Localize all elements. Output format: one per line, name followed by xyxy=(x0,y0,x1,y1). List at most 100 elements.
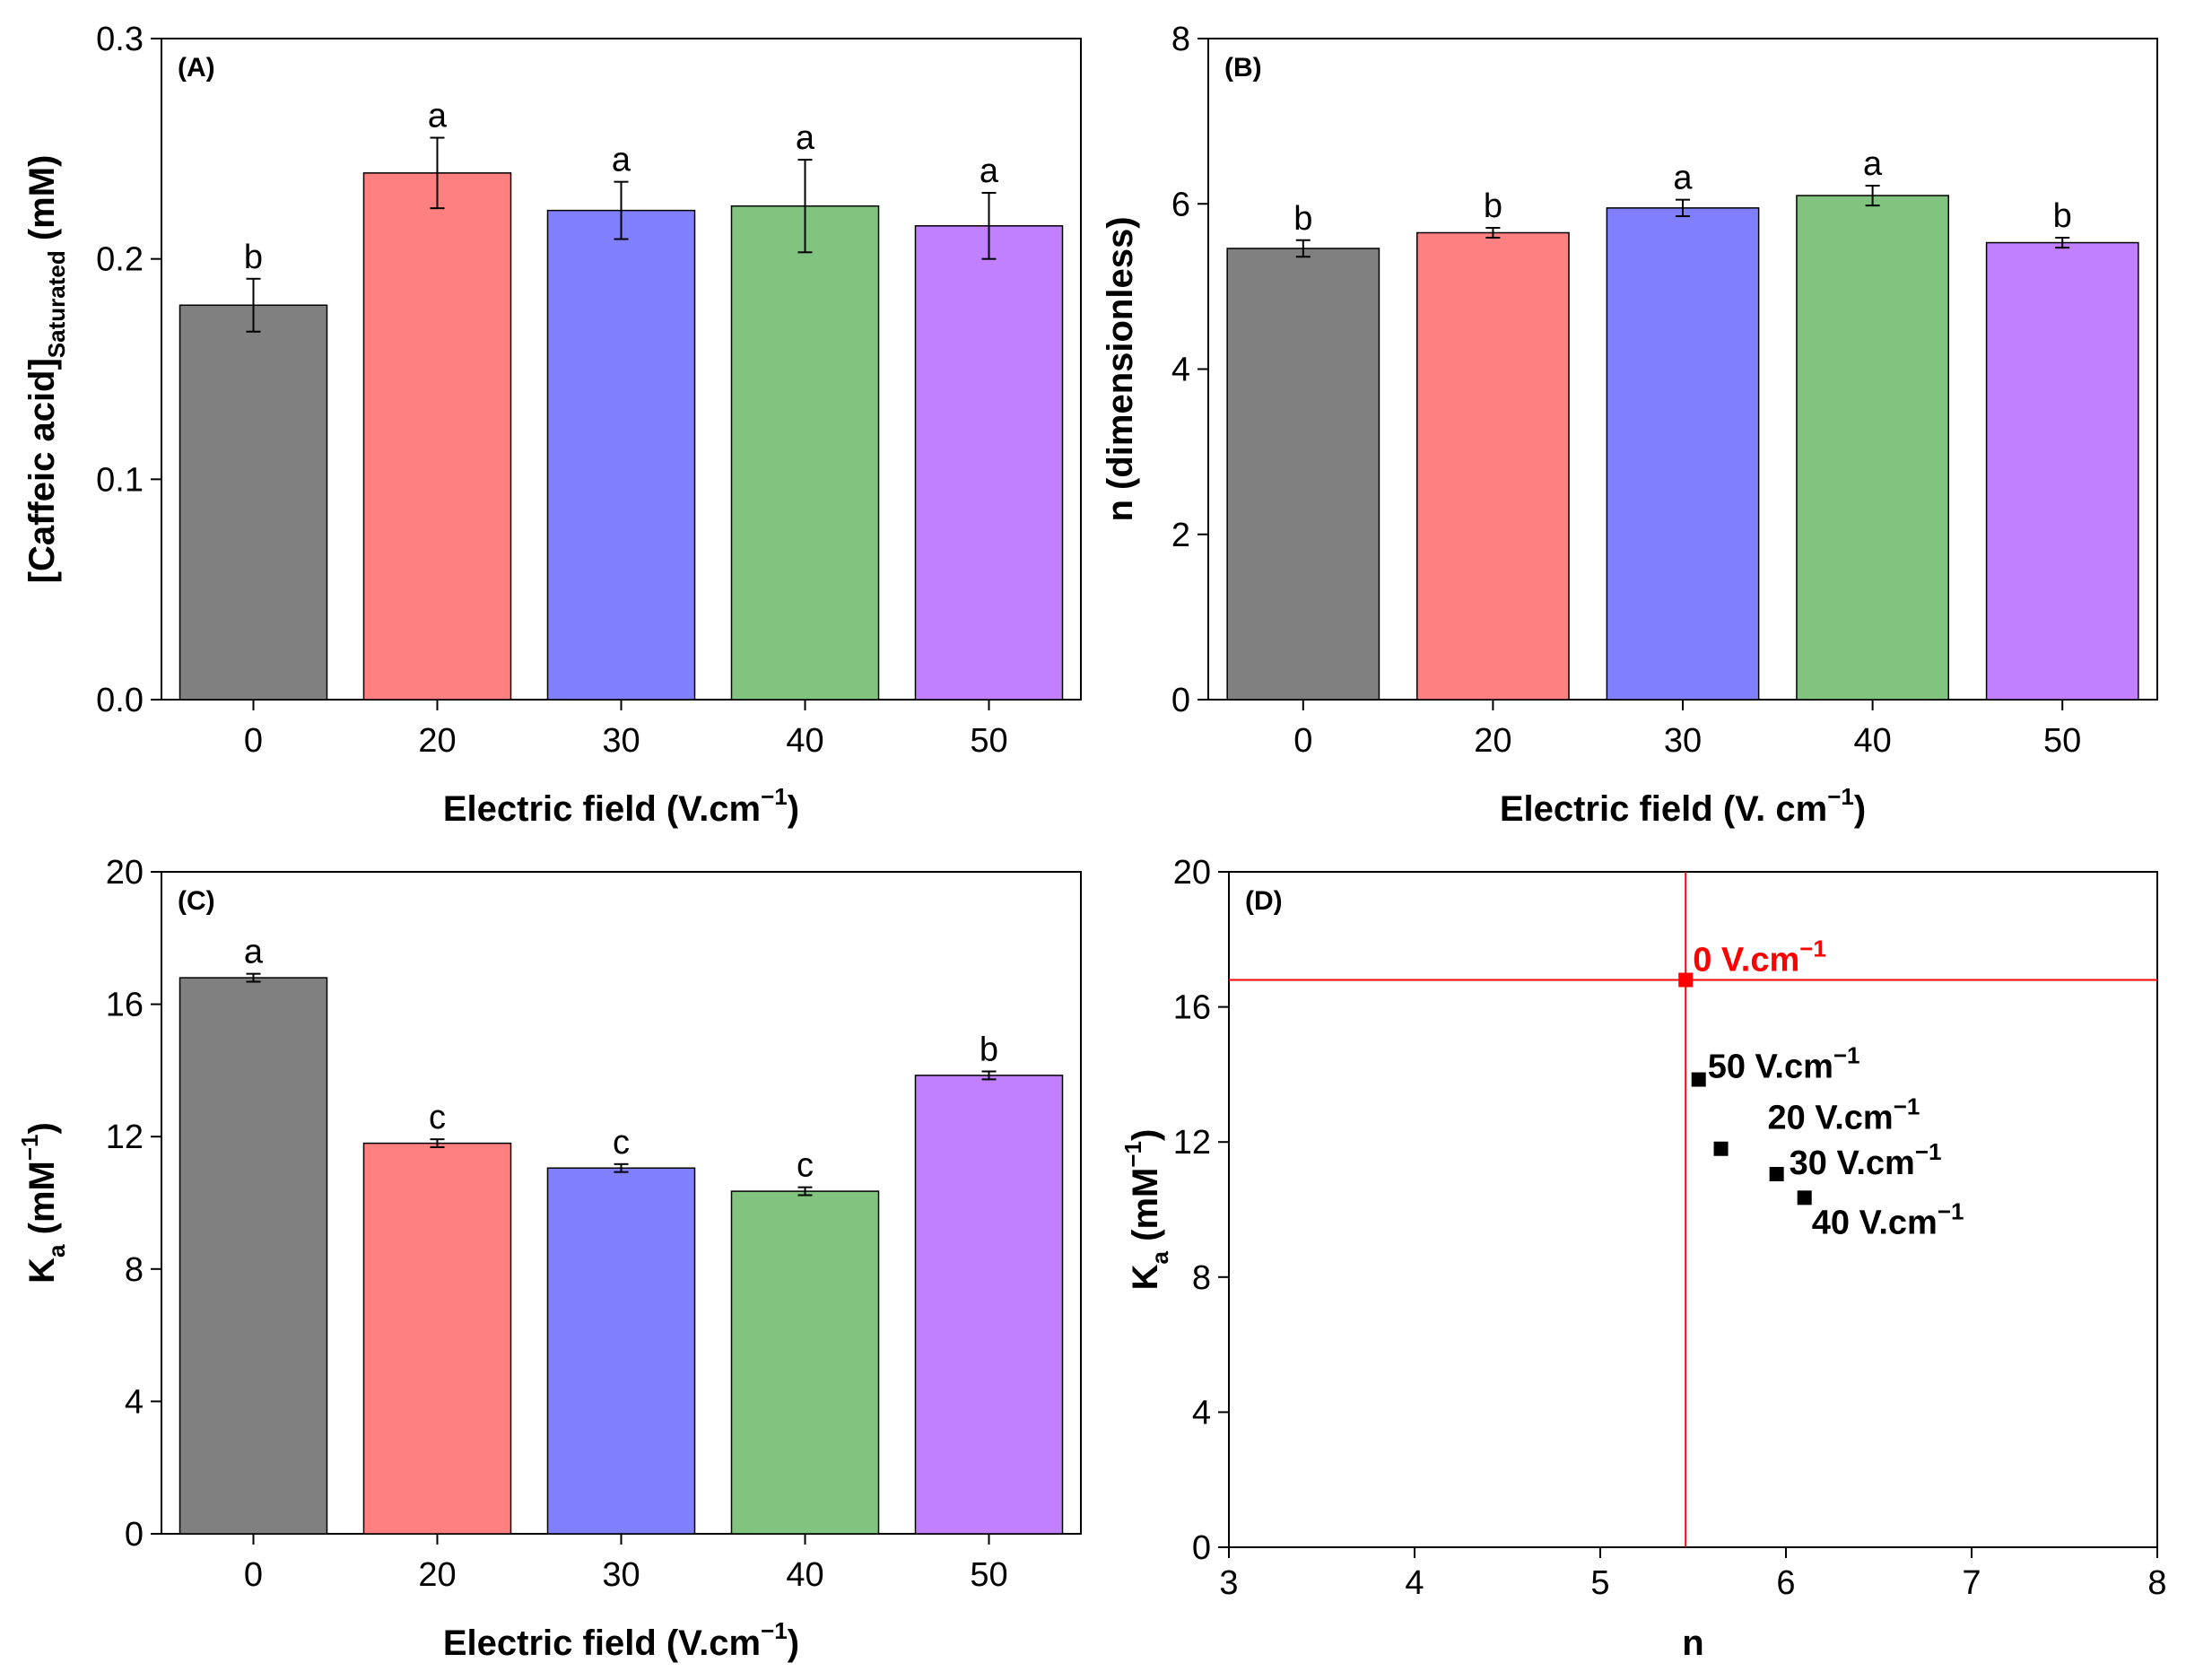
panel-b: (B) 0 2 4 6 8 b 0 b 20 a 30 a 40 b 50 Electric field (V.… xyxy=(1101,21,2158,829)
x-tick-label: 20 xyxy=(418,1556,456,1594)
y-tick-label: 12 xyxy=(106,1119,144,1156)
y-tick-label: 4 xyxy=(1171,352,1190,389)
significance-label: c xyxy=(613,1124,630,1162)
significance-label: a xyxy=(980,152,999,190)
x-tick-label: 3 xyxy=(1219,1564,1238,1602)
x-tick-label: 40 xyxy=(786,722,823,760)
bar-40 xyxy=(730,1190,880,1535)
y-tick-label: 16 xyxy=(106,987,144,1024)
y-tick-label: 4 xyxy=(125,1383,144,1421)
significance-label: a xyxy=(244,934,264,971)
x-tick-label: 30 xyxy=(1664,722,1702,760)
bar-0 xyxy=(1226,248,1380,701)
y-tick-label: 20 xyxy=(106,854,144,892)
y-axis-title: Ka (mM−1) xyxy=(1119,1129,1173,1291)
bar-30 xyxy=(546,1167,696,1535)
y-tick-label: 0 xyxy=(1171,682,1190,719)
significance-label: b xyxy=(244,239,263,276)
bar-40 xyxy=(730,205,880,701)
y-tick-label: 8 xyxy=(125,1251,144,1289)
bar-20 xyxy=(362,1142,512,1535)
x-tick-label: 0 xyxy=(244,722,263,760)
significance-label: b xyxy=(1293,200,1312,238)
panel-label: (B) xyxy=(1224,53,1262,83)
y-tick-label: 0.2 xyxy=(96,241,144,279)
bar-40 xyxy=(1796,195,1949,701)
bar-0 xyxy=(179,977,328,1535)
x-tick-label: 0 xyxy=(1293,722,1312,760)
x-tick-label: 0 xyxy=(244,1556,263,1594)
significance-label: c xyxy=(429,1099,446,1136)
x-tick-label: 40 xyxy=(1853,722,1891,760)
panel-c: (C) 0 4 8 12 16 20 a 0 c 20 c 30 c 40 b 50 Electric field… xyxy=(16,854,1082,1663)
bar-50 xyxy=(1985,241,2139,701)
x-tick-label: 50 xyxy=(970,1556,1007,1594)
y-tick-label: 2 xyxy=(1171,517,1190,554)
y-tick-label: 8 xyxy=(1192,1259,1211,1297)
x-tick-label: 40 xyxy=(786,1556,823,1594)
x-tick-label: 7 xyxy=(1962,1564,1981,1602)
plot-frame xyxy=(1228,871,2158,1548)
x-axis-title: Electric field (V. cm−1) xyxy=(1500,783,1866,829)
panel-label: (A) xyxy=(178,53,215,83)
y-tick-label: 8 xyxy=(1171,21,1190,58)
significance-label: a xyxy=(1673,160,1693,197)
panel-label: (C) xyxy=(178,886,215,916)
x-tick-label: 5 xyxy=(1590,1564,1609,1602)
y-axis-title: Ka (mM−1) xyxy=(16,1122,70,1284)
x-tick-label: 20 xyxy=(1474,722,1511,760)
bar-30 xyxy=(546,209,696,701)
x-axis-title: Electric field (V.cm−1) xyxy=(443,783,799,829)
significance-label: a xyxy=(796,119,815,157)
x-tick-label: 50 xyxy=(970,722,1007,760)
scatter-point xyxy=(1713,1141,1729,1156)
y-axis-title: [Caffeic acid]Saturated (mM) xyxy=(22,155,70,584)
x-axis-title: n xyxy=(1682,1623,1703,1663)
y-tick-label: 6 xyxy=(1171,186,1190,223)
significance-label: a xyxy=(612,142,631,179)
y-tick-label: 0.1 xyxy=(96,461,144,499)
x-axis-title: Electric field (V.cm−1) xyxy=(443,1617,799,1663)
point-label: 30 V.cm−1 xyxy=(1790,1138,1942,1182)
x-tick-label: 20 xyxy=(418,722,456,760)
panel-d: (D) 0 4 8 12 16 20 3 4 5 6 7 8 0 V.cm−1 50 V.cm−1 20 V.… xyxy=(1119,854,2167,1663)
significance-label: b xyxy=(2053,197,2072,235)
scatter-point xyxy=(1769,1166,1784,1181)
y-tick-label: 0.3 xyxy=(96,21,144,58)
bar-50 xyxy=(914,1075,1064,1535)
x-tick-label: 4 xyxy=(1405,1564,1424,1602)
significance-label: b xyxy=(980,1032,998,1069)
y-tick-label: 0 xyxy=(125,1516,144,1554)
x-tick-label: 50 xyxy=(2043,722,2081,760)
x-tick-label: 30 xyxy=(602,1556,640,1594)
significance-label: c xyxy=(797,1147,814,1185)
bar-20 xyxy=(1416,231,1570,701)
x-tick-label: 30 xyxy=(602,722,640,760)
y-tick-label: 16 xyxy=(1173,989,1211,1027)
point-label: 0 V.cm−1 xyxy=(1693,935,1826,979)
significance-label: b xyxy=(1484,187,1502,225)
y-tick-label: 20 xyxy=(1173,854,1211,892)
point-label: 50 V.cm−1 xyxy=(1708,1042,1860,1086)
point-label: 20 V.cm−1 xyxy=(1768,1093,1920,1137)
point-label: 40 V.cm−1 xyxy=(1812,1197,1964,1241)
y-axis-title: n (dimensionless) xyxy=(1101,216,1140,521)
x-tick-label: 6 xyxy=(1776,1564,1795,1602)
panel-label: (D) xyxy=(1245,886,1283,916)
bar-0 xyxy=(179,304,328,701)
y-tick-label: 12 xyxy=(1173,1124,1211,1162)
bar-30 xyxy=(1606,207,1760,701)
y-tick-label: 0.0 xyxy=(96,682,144,719)
y-tick-label: 0 xyxy=(1192,1529,1211,1567)
significance-label: a xyxy=(1863,145,1883,183)
scatter-point xyxy=(1797,1190,1812,1206)
panel-a: (A) 0.0 0.1 0.2 0.3 b 0 a 20 a 30 a 40 a 50 Electric fi… xyxy=(22,21,1082,829)
scatter-point xyxy=(1678,972,1694,988)
scatter-point xyxy=(1691,1072,1706,1087)
y-tick-label: 4 xyxy=(1192,1394,1211,1432)
bar-50 xyxy=(914,225,1064,701)
x-tick-label: 8 xyxy=(2147,1564,2166,1602)
significance-label: a xyxy=(428,98,448,135)
bar-20 xyxy=(362,172,512,701)
